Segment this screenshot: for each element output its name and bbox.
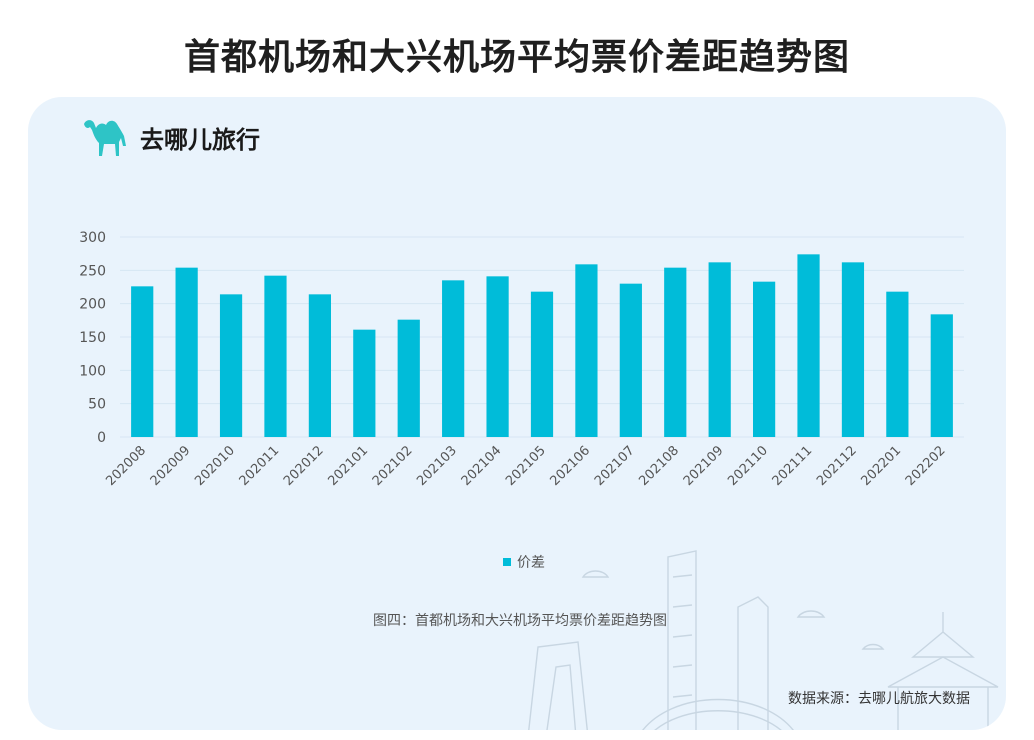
x-tick-label: 202104 (459, 443, 505, 489)
legend-swatch (503, 558, 511, 566)
bar (886, 291, 909, 437)
y-tick-label: 100 (79, 363, 106, 379)
data-source: 数据来源：去哪儿航旅大数据 (788, 691, 970, 707)
bar-chart: 0501001502002503002020082020092020102020… (79, 230, 964, 489)
x-tick-label: 202106 (548, 443, 594, 489)
x-tick-label: 202105 (503, 443, 549, 489)
y-tick-label: 300 (79, 230, 106, 246)
x-tick-label: 202112 (814, 443, 860, 489)
y-tick-label: 200 (79, 297, 106, 313)
brand-logo: 去哪儿旅行 (82, 115, 260, 159)
bar (841, 262, 865, 437)
x-tick-label: 202201 (858, 443, 904, 489)
bar (264, 275, 287, 437)
bar (486, 276, 509, 437)
bar (175, 267, 198, 437)
bar (708, 262, 731, 437)
x-tick-label: 202011 (237, 443, 283, 489)
x-tick-label: 202109 (681, 443, 727, 489)
page-title: 首都机场和大兴机场平均票价差距趋势图 (183, 37, 850, 78)
x-tick-label: 202008 (103, 443, 149, 489)
bar (353, 329, 376, 437)
chart-card: 去哪儿旅行 价差 图四：首都机场和大兴机场平均票价差距趋势图 数据来源：去哪儿航… (28, 97, 1006, 730)
bar (397, 319, 420, 437)
x-tick-label: 202202 (903, 443, 949, 489)
x-tick-label: 202012 (281, 443, 327, 489)
city-skyline-decoration (528, 550, 999, 730)
y-tick-label: 250 (79, 263, 106, 279)
x-tick-label: 202101 (325, 443, 371, 489)
x-tick-label: 202108 (636, 443, 682, 489)
bar (930, 314, 953, 437)
figure-caption: 图四：首都机场和大兴机场平均票价差距趋势图 (373, 613, 667, 629)
bar (219, 294, 243, 437)
bar (530, 291, 554, 437)
bar (619, 283, 642, 437)
bar (753, 281, 776, 437)
x-tick-label: 202107 (592, 443, 638, 489)
x-tick-label: 202010 (192, 443, 238, 489)
bar (575, 264, 598, 437)
bar (131, 286, 154, 437)
x-tick-label: 202110 (725, 443, 771, 489)
bar (308, 294, 331, 437)
y-tick-label: 50 (88, 397, 106, 413)
bar (797, 254, 820, 437)
x-tick-label: 202009 (148, 443, 194, 489)
y-tick-label: 0 (97, 430, 106, 446)
brand-name: 去哪儿旅行 (140, 125, 260, 154)
x-tick-label: 202102 (370, 443, 416, 489)
legend-label: 价差 (517, 555, 545, 571)
x-tick-label: 202103 (414, 443, 460, 489)
camel-icon (84, 120, 126, 156)
x-tick-label: 202111 (770, 443, 816, 489)
bar (442, 280, 465, 437)
y-tick-label: 150 (79, 330, 106, 346)
legend: 价差 (503, 552, 545, 572)
bar (664, 267, 687, 437)
